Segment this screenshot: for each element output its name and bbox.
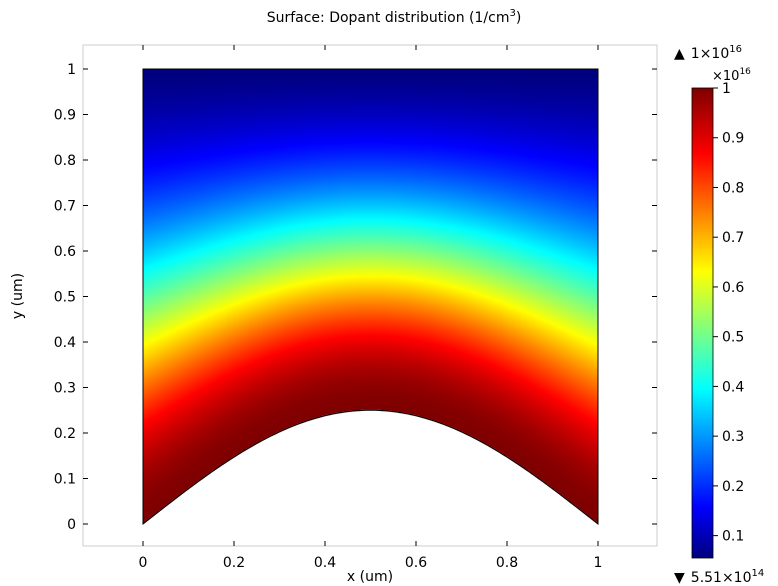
colorbar-tick-label: 0.5 <box>722 330 744 346</box>
domain-boundary <box>142 68 599 526</box>
x-axis-label: x (um) <box>347 569 393 585</box>
chart-title-text: Surface: Dopant distribution (1/cm <box>267 10 510 26</box>
colorbar-max-label: ▲ 1×1016 <box>674 44 742 62</box>
y-tick-label: 1 <box>67 62 76 78</box>
x-axis-ticks: 0 0.2 0.4 0.6 0.8 1 <box>139 45 603 571</box>
x-tick-label: 0.6 <box>405 555 427 571</box>
x-tick-label: 0.4 <box>314 555 336 571</box>
colorbar-min-exponent: 14 <box>752 568 765 579</box>
colorbar-min-base: 5.51×10 <box>691 570 752 586</box>
colorbar-tick-label: 0.2 <box>722 479 744 495</box>
colorbar-max-marker: ▲ <box>674 46 685 62</box>
y-tick-label: 0.5 <box>54 290 76 306</box>
colorbar-max-exponent: 16 <box>729 44 742 55</box>
x-tick-label: 0 <box>139 555 148 571</box>
chart-title-close: ) <box>516 10 521 26</box>
colorbar-tick-label: 1 <box>722 81 731 97</box>
colorbar-multiplier-exponent: 16 <box>739 67 751 77</box>
colorbar <box>691 87 714 559</box>
heatmap-surface <box>142 68 599 526</box>
y-tick-label: 0 <box>67 517 76 533</box>
y-tick-label: 0.7 <box>54 199 76 215</box>
x-tick-label: 0.8 <box>496 555 518 571</box>
y-tick-label: 0.4 <box>54 335 76 351</box>
colorbar-tick-label: 0.1 <box>722 529 744 545</box>
y-axis-label: y (um) <box>10 273 26 319</box>
colorbar-tick-label: 0.4 <box>722 379 744 395</box>
colorbar-max-base: 1×10 <box>691 46 729 62</box>
heatmap-image <box>143 69 598 524</box>
colorbar-min-label: ▼ 5.51×1014 <box>674 568 764 586</box>
colorbar-ticks: 0.1 0.2 0.3 0.4 0.5 0.6 0.7 0.8 0.9 1 <box>713 81 744 545</box>
y-tick-label: 0.8 <box>54 153 76 169</box>
y-tick-label: 0.9 <box>54 108 76 124</box>
x-tick-label: 0.2 <box>223 555 245 571</box>
y-tick-label: 0.2 <box>54 426 76 442</box>
colorbar-tick-label: 0.3 <box>722 429 744 445</box>
colorbar-min-marker: ▼ <box>674 570 685 586</box>
chart-title: Surface: Dopant distribution (1/cm3) <box>267 8 522 26</box>
chart-title-exponent: 3 <box>509 8 515 19</box>
colorbar-tick-label: 0.9 <box>722 131 744 147</box>
x-tick-label: 1 <box>594 555 603 571</box>
colorbar-tick-label: 0.8 <box>722 180 744 196</box>
colorbar-multiplier-base: ×10 <box>712 69 739 84</box>
y-tick-label: 0.3 <box>54 381 76 397</box>
colorbar-tick-label: 0.7 <box>722 230 744 246</box>
y-axis-ticks: 0 0.1 0.2 0.3 0.4 0.5 0.6 0.7 0.8 0.9 1 <box>54 62 657 533</box>
colorbar-multiplier: ×1016 <box>712 67 751 84</box>
y-tick-label: 0.1 <box>54 472 76 488</box>
y-tick-label: 0.6 <box>54 244 76 260</box>
colorbar-tick-label: 0.6 <box>722 280 744 296</box>
